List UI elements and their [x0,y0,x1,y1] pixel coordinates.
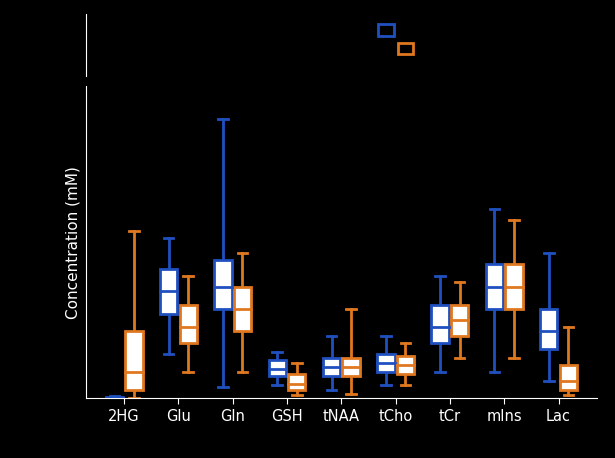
Bar [288,374,306,389]
Bar [214,260,232,309]
Bar [397,356,414,374]
Bar [343,358,360,376]
Bar [269,360,286,376]
Bar [180,305,197,343]
Bar [377,354,395,371]
Bar [378,24,394,36]
Bar [560,365,577,389]
Bar [234,287,251,332]
Bar [432,305,449,343]
Bar [451,305,469,336]
Bar [397,43,413,55]
Bar [160,269,177,314]
Bar [540,309,557,349]
Bar [125,332,143,389]
Bar [486,264,503,309]
Bar [106,397,123,398]
Y-axis label: Concentration (mM): Concentration (mM) [66,166,81,318]
Bar [323,358,340,376]
Bar [506,264,523,309]
